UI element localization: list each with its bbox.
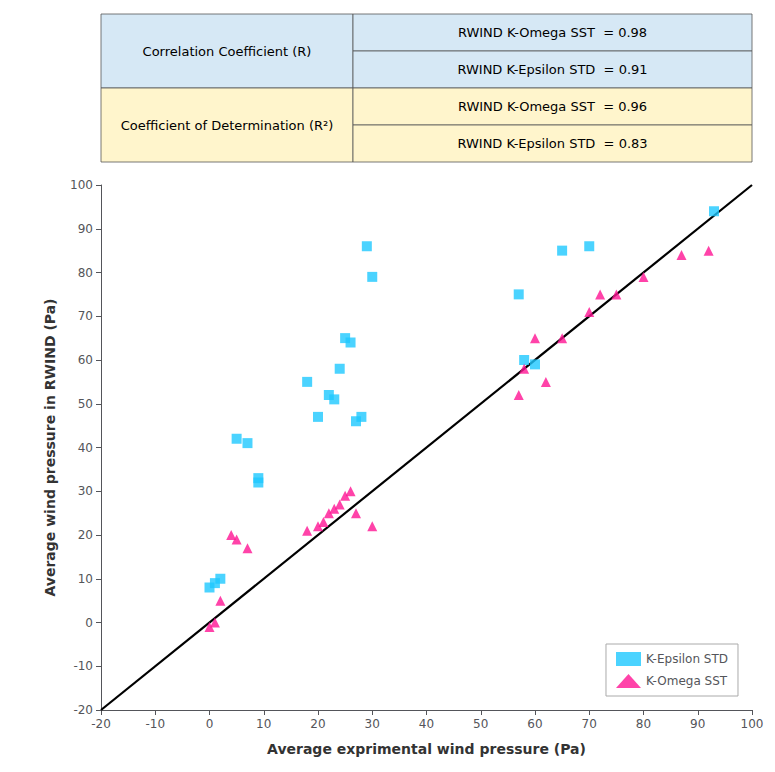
svg-text:60: 60 — [78, 353, 93, 367]
svg-text:10: 10 — [256, 717, 271, 731]
svg-text:0: 0 — [85, 616, 93, 630]
svg-text:20: 20 — [78, 528, 93, 542]
svg-text:80: 80 — [78, 266, 93, 280]
svg-text:RWIND K-Epsilon STD = 0.91: RWIND K-Epsilon STD = 0.91 — [457, 62, 647, 77]
svg-text:50: 50 — [473, 717, 488, 731]
svg-text:30: 30 — [365, 717, 380, 731]
svg-text:30: 30 — [78, 484, 93, 498]
svg-text:RWIND K-Epsilon STD = 0.83: RWIND K-Epsilon STD = 0.83 — [457, 136, 647, 151]
svg-text:-20: -20 — [91, 717, 111, 731]
svg-text:K-Epsilon STD: K-Epsilon STD — [646, 652, 728, 666]
svg-text:-10: -10 — [145, 717, 165, 731]
svg-text:Average exprimental wind press: Average exprimental wind pressure (Pa) — [267, 741, 586, 757]
svg-text:Average wind pressure in RWIND: Average wind pressure in RWIND (Pa) — [42, 298, 58, 596]
svg-text:40: 40 — [419, 717, 434, 731]
svg-text:Coefficient of Determination (: Coefficient of Determination (R²) — [121, 118, 334, 133]
svg-text:80: 80 — [636, 717, 651, 731]
svg-text:20: 20 — [310, 717, 325, 731]
svg-text:70: 70 — [582, 717, 597, 731]
svg-text:50: 50 — [78, 397, 93, 411]
svg-text:RWIND K-Omega SST = 0.96: RWIND K-Omega SST = 0.96 — [458, 99, 647, 114]
svg-text:Correlation Coefficient (R): Correlation Coefficient (R) — [143, 44, 312, 59]
svg-text:-10: -10 — [73, 659, 93, 673]
svg-text:70: 70 — [78, 309, 93, 323]
svg-text:100: 100 — [741, 717, 764, 731]
svg-text:40: 40 — [78, 441, 93, 455]
svg-text:10: 10 — [78, 572, 93, 586]
svg-text:K-Omega SST: K-Omega SST — [646, 674, 728, 688]
svg-text:60: 60 — [527, 717, 542, 731]
svg-text:90: 90 — [78, 222, 93, 236]
svg-text:RWIND K-Omega SST = 0.98: RWIND K-Omega SST = 0.98 — [458, 25, 647, 40]
svg-text:100: 100 — [70, 178, 93, 192]
svg-text:90: 90 — [690, 717, 705, 731]
svg-text:-20: -20 — [73, 703, 93, 717]
svg-text:0: 0 — [206, 717, 214, 731]
